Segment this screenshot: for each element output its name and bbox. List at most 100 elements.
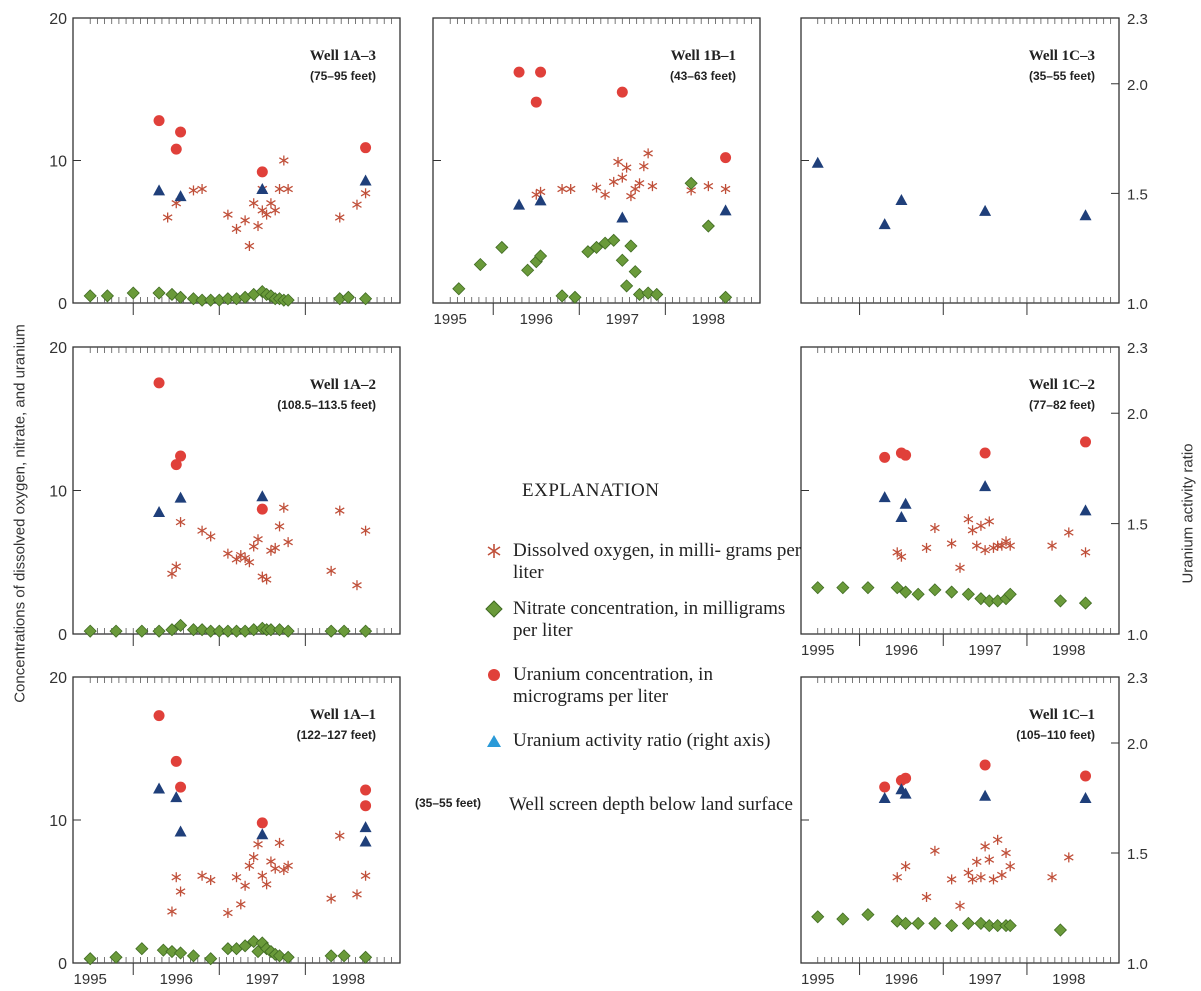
uranium-point (170, 459, 182, 471)
uranium-point (900, 449, 912, 461)
nitrate-point (83, 952, 97, 966)
oxygen-point (638, 161, 649, 172)
nitrate-point (534, 249, 548, 263)
oxygen-point (261, 879, 272, 890)
oxygen-point (257, 205, 268, 216)
ratio-point (513, 198, 526, 210)
oxygen-point (1005, 861, 1016, 872)
nitrate-point (1053, 594, 1067, 608)
nitrate-point (911, 916, 925, 930)
ratio-point (1079, 209, 1092, 221)
ratio-point (895, 193, 908, 205)
x-tick-label: 1996 (520, 311, 553, 328)
oxygen-point (235, 899, 246, 910)
uranium-point (153, 710, 165, 722)
uranium-point (360, 784, 372, 796)
right-tick-label: 2.3 (1127, 340, 1148, 357)
uranium-point (360, 800, 372, 812)
nitrate-point (324, 624, 338, 638)
nitrate-point (961, 587, 975, 601)
left-tick-label: 10 (49, 154, 67, 171)
ratio-point (256, 490, 269, 502)
oxygen-point (167, 906, 177, 917)
oxygen-point (240, 880, 250, 891)
panel-title: Well 1A–3 (310, 48, 376, 64)
nitrate-point (186, 623, 201, 637)
oxygen-point (197, 525, 207, 536)
x-tick-label: 1996 (885, 971, 918, 988)
left-tick-label: 10 (49, 813, 67, 830)
x-tick-label: 1995 (801, 971, 834, 988)
nitrate-point (555, 289, 569, 303)
oxygen-point (253, 839, 263, 850)
oxygen-point (930, 523, 940, 534)
oxygen-point (270, 205, 281, 216)
nitrate-point (473, 257, 487, 272)
nitrate-point (899, 585, 913, 599)
uranium-point (256, 817, 268, 829)
panel-title: Well 1A–1 (310, 707, 376, 723)
ratio-point (174, 491, 187, 503)
nitrate-point (324, 949, 338, 963)
left-tick-label: 10 (49, 484, 67, 501)
oxygen-point (274, 521, 285, 532)
nitrate-point (615, 253, 629, 267)
oxygen-point (175, 886, 186, 897)
left-tick-label: 0 (58, 956, 67, 973)
ratio-point (256, 828, 269, 840)
oxygen-point (955, 562, 965, 573)
ratio-point (878, 491, 891, 503)
oxygen-point (703, 181, 714, 192)
uranium-point (175, 126, 187, 138)
oxygen-point (244, 241, 255, 251)
oxygen-point (352, 580, 362, 591)
nitrate-point (945, 585, 959, 599)
oxygen-point (171, 561, 182, 572)
triangle-icon (487, 735, 501, 747)
nitrate-point (836, 581, 850, 595)
left-tick-label: 0 (58, 627, 67, 644)
nitrate-point (452, 282, 466, 296)
uranium-point (175, 450, 187, 462)
ratio-point (174, 825, 187, 837)
ratio-point (895, 510, 908, 522)
oxygen-point (205, 875, 216, 886)
circle-icon (488, 669, 500, 681)
nitrate-point (1003, 919, 1017, 933)
oxygen-point (248, 541, 259, 552)
oxygen-point (261, 574, 272, 585)
oxygen-point (278, 155, 289, 166)
oxygen-point (175, 517, 186, 528)
oxygen-point (997, 540, 1007, 551)
asterisk-icon (487, 544, 501, 558)
ratio-point (359, 835, 372, 847)
oxygen-point (334, 830, 345, 841)
oxygen-point (971, 856, 982, 867)
oxygen-point (1047, 872, 1057, 883)
nitrate-point (174, 290, 188, 304)
x-tick-label: 1998 (1052, 642, 1085, 659)
nitrate-point (359, 624, 373, 638)
nitrate-point (581, 245, 595, 259)
uranium-point (1080, 770, 1092, 782)
uranium-point (175, 781, 187, 793)
panel-2: 1995 1996 1997 1998 Well 1B–1 (43–63 feet) (432, 17, 761, 328)
panel-subtitle: (77–82 feet) (1029, 398, 1095, 412)
explanation-title: EXPLANATION (522, 480, 660, 501)
oxygen-point (278, 865, 289, 876)
uranium-point (1080, 436, 1092, 448)
nitrate-point (264, 623, 278, 637)
right-tick-label: 1.5 (1127, 186, 1148, 203)
nitrate-point (135, 624, 149, 638)
oxygen-point (283, 860, 293, 871)
right-tick-label: 1.0 (1127, 296, 1148, 313)
legend-uranium-label: Uranium concentration, in micrograms per… (513, 664, 713, 707)
nitrate-point (650, 287, 664, 302)
ratio-point (170, 791, 183, 803)
legend-oxygen-label: Dissolved oxygen, in milli- grams per li… (513, 540, 802, 583)
oxygen-point (963, 514, 974, 525)
oxygen-point (270, 863, 281, 874)
nitrate-point (890, 581, 904, 595)
oxygen-point (231, 554, 242, 565)
